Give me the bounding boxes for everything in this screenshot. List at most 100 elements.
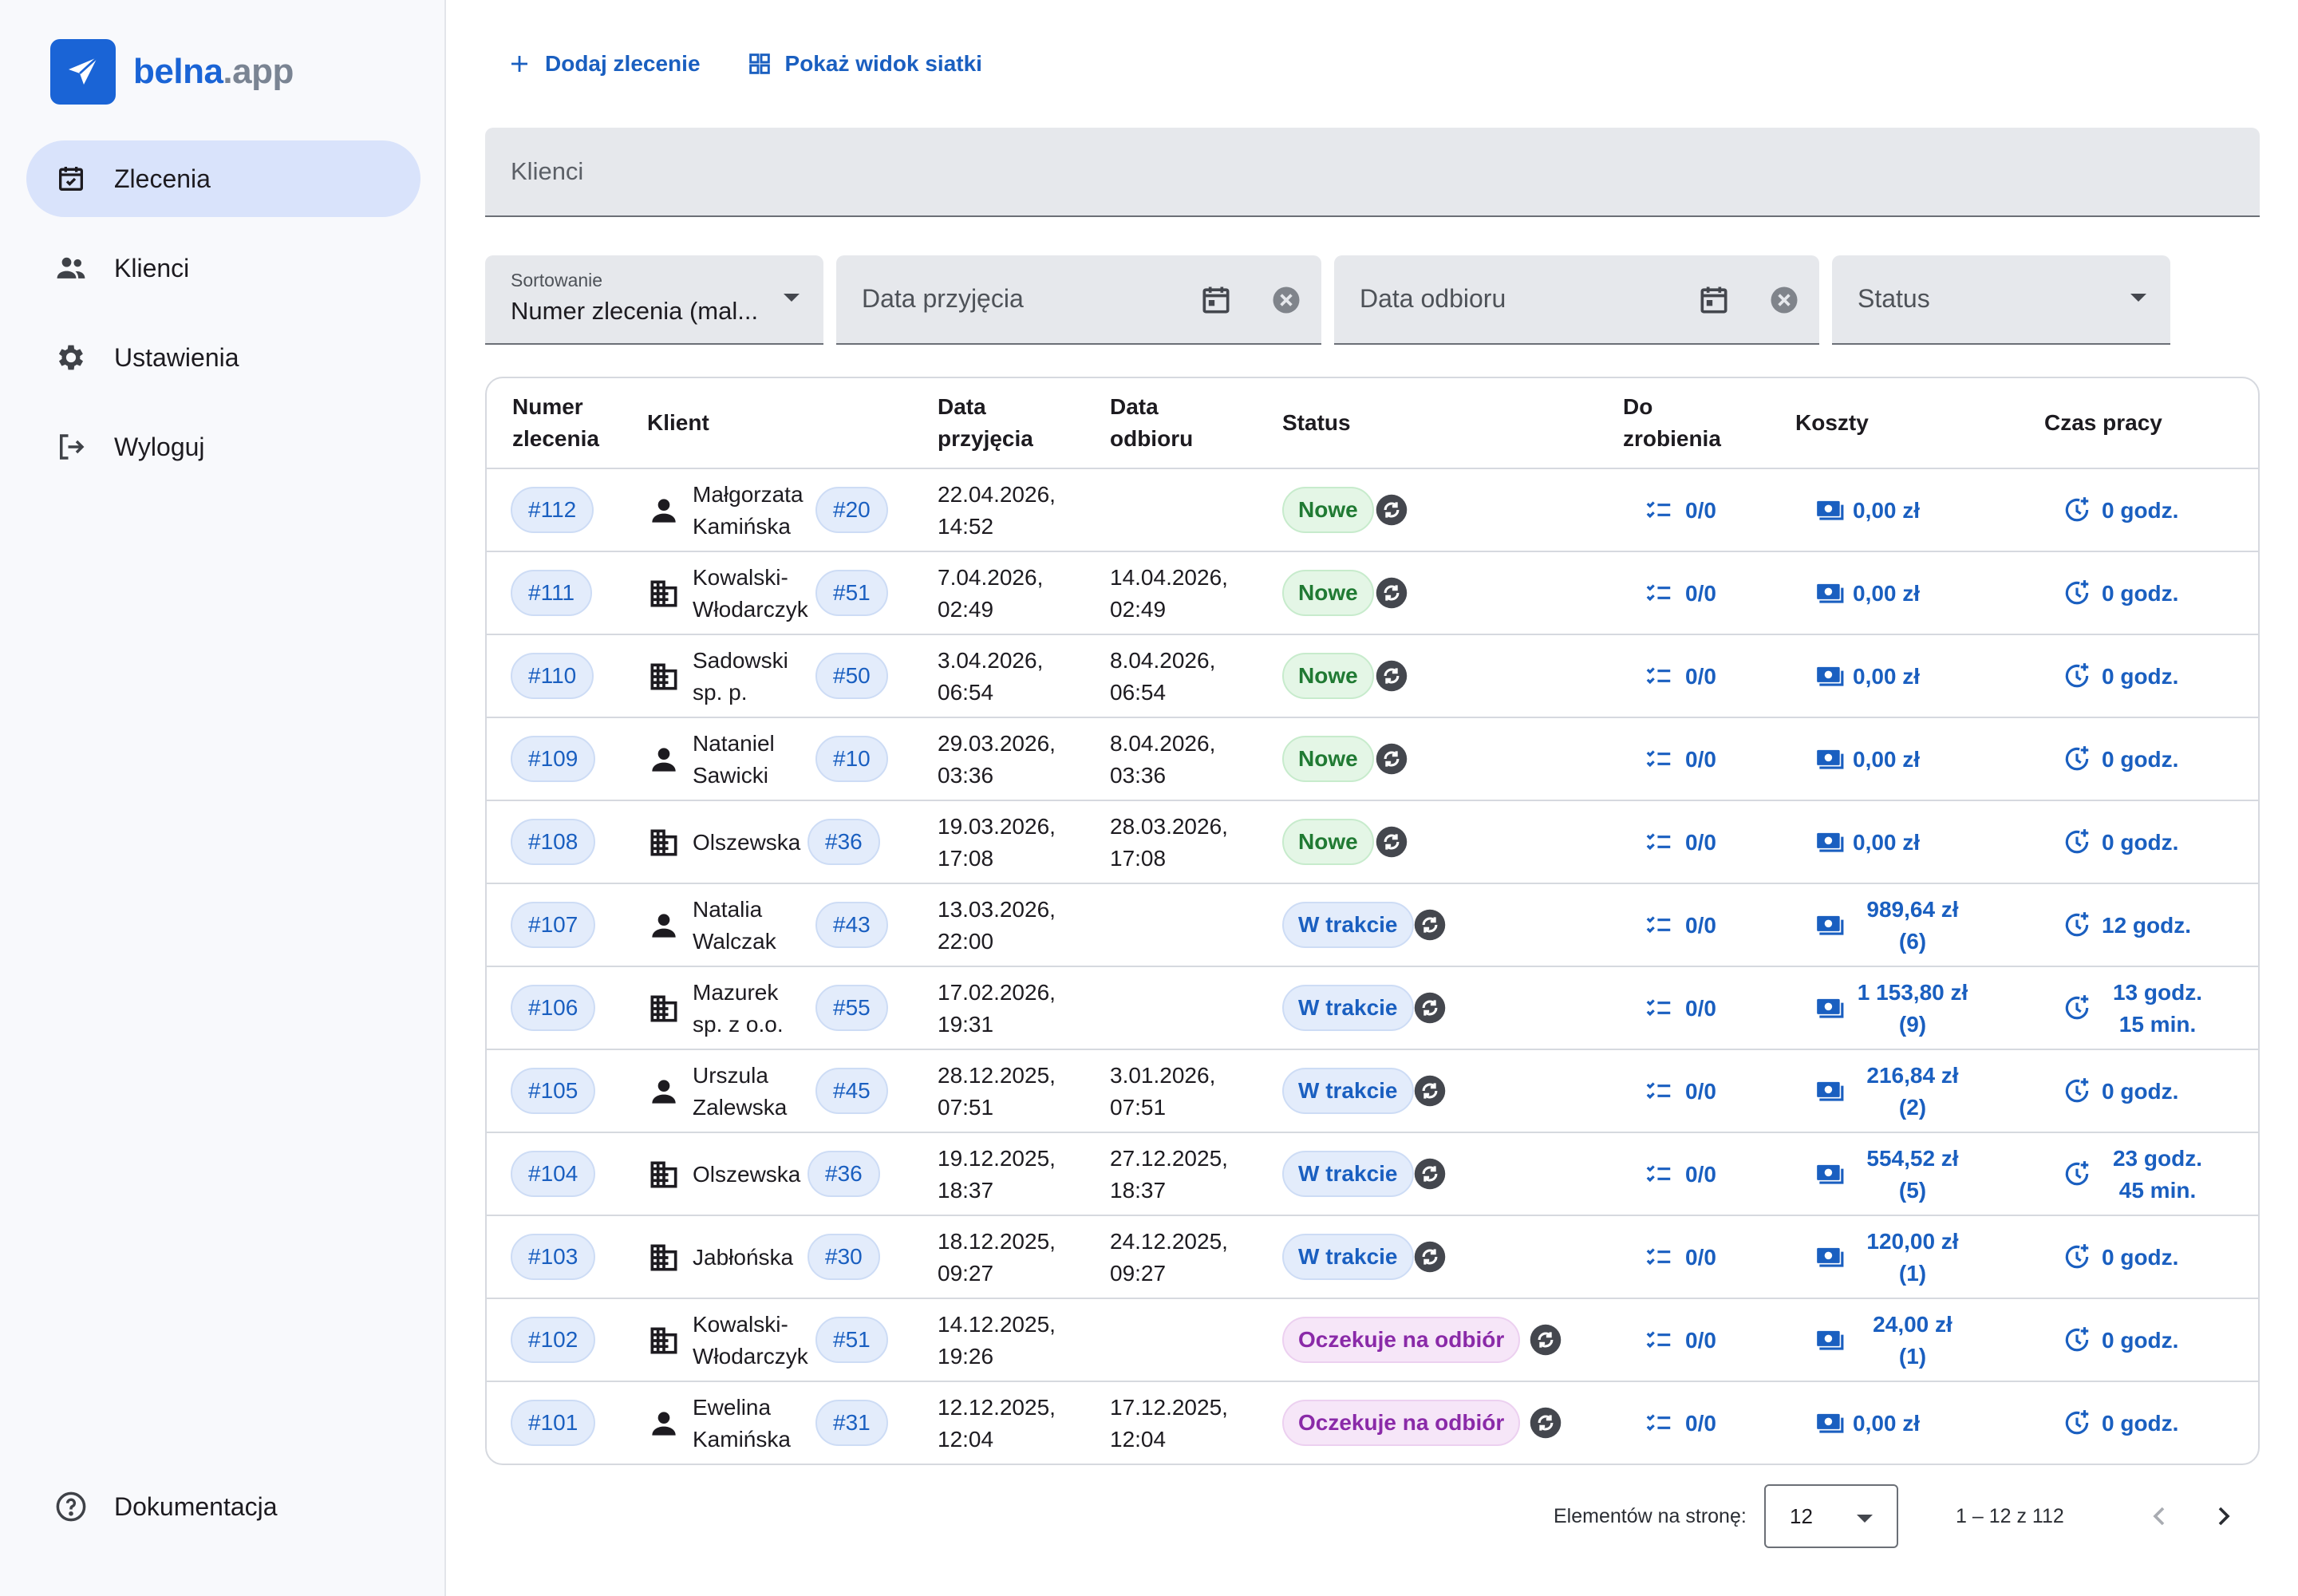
client-id-chip[interactable]: #51 bbox=[815, 1317, 888, 1363]
logo[interactable]: belna.app bbox=[50, 39, 294, 105]
work-time-value[interactable]: 0 godz. bbox=[2102, 498, 2179, 523]
client-name[interactable]: Sadowski sp. p. bbox=[693, 648, 788, 705]
previous-page-icon[interactable] bbox=[2143, 1500, 2175, 1532]
client-search-input[interactable]: Klienci bbox=[485, 128, 2260, 217]
client-id-chip[interactable]: #55 bbox=[815, 985, 888, 1031]
change-status-icon[interactable] bbox=[1529, 1406, 1562, 1440]
table-row[interactable]: #110 Sadowski sp. p. #50 3.04.2026, 06:54 8.04… bbox=[487, 635, 2258, 718]
calendar-icon[interactable] bbox=[1198, 282, 1234, 318]
table-row[interactable]: #105 Urszula Zalewska #45 28.12.2025, 07:51 3.… bbox=[487, 1050, 2258, 1133]
work-time-value[interactable]: 0 godz. bbox=[2102, 1245, 2179, 1270]
todo-count[interactable]: 0/0 bbox=[1685, 498, 1716, 523]
client-name[interactable]: Mazurek sp. z o.o. bbox=[693, 980, 784, 1037]
client-id-chip[interactable]: #20 bbox=[815, 487, 888, 533]
table-row[interactable]: #109 Nataniel Sawicki #10 29.03.2026, 03:36 8.… bbox=[487, 718, 2258, 801]
header-number[interactable]: Numer zlecenia bbox=[512, 394, 599, 451]
client-id-chip[interactable]: #10 bbox=[815, 736, 888, 782]
add-order-button[interactable]: Dodaj zlecenie bbox=[505, 49, 701, 78]
work-time-value[interactable]: 0 godz. bbox=[2102, 830, 2179, 855]
todo-count[interactable]: 0/0 bbox=[1685, 1245, 1716, 1270]
order-number-chip[interactable]: #110 bbox=[511, 653, 594, 699]
client-name[interactable]: Jabłońska bbox=[693, 1245, 794, 1270]
change-status-icon[interactable] bbox=[1375, 659, 1408, 693]
status-badge[interactable]: W trakcie bbox=[1282, 985, 1414, 1031]
work-time-value[interactable]: 0 godz. bbox=[2102, 581, 2179, 606]
status-badge[interactable]: Nowe bbox=[1282, 653, 1374, 699]
status-badge[interactable]: Nowe bbox=[1282, 819, 1374, 865]
change-status-icon[interactable] bbox=[1413, 908, 1447, 942]
todo-count[interactable]: 0/0 bbox=[1685, 747, 1716, 772]
order-number-chip[interactable]: #109 bbox=[511, 736, 596, 782]
order-number-chip[interactable]: #107 bbox=[511, 902, 596, 948]
status-badge[interactable]: W trakcie bbox=[1282, 1068, 1414, 1114]
date-in-field[interactable]: Data przyjęcia bbox=[836, 255, 1321, 345]
nav-item-wyloguj[interactable]: Wyloguj bbox=[26, 409, 421, 485]
date-out-field[interactable]: Data odbioru bbox=[1334, 255, 1819, 345]
client-name[interactable]: Małgorzata Kamińska bbox=[693, 482, 804, 539]
work-time-value[interactable]: 13 godz. 15 min. bbox=[2112, 980, 2202, 1037]
change-status-icon[interactable] bbox=[1375, 493, 1408, 527]
order-number-chip[interactable]: #106 bbox=[511, 985, 596, 1031]
calendar-icon[interactable] bbox=[1696, 282, 1731, 318]
work-time-value[interactable]: 12 godz. bbox=[2102, 913, 2192, 938]
next-page-icon[interactable] bbox=[2208, 1500, 2240, 1532]
table-row[interactable]: #101 Ewelina Kamińska #31 12.12.2025, 12:04 17… bbox=[487, 1382, 2258, 1464]
order-number-chip[interactable]: #112 bbox=[511, 487, 594, 533]
status-select[interactable]: Status bbox=[1832, 255, 2170, 345]
order-number-chip[interactable]: #102 bbox=[511, 1317, 596, 1363]
work-time-value[interactable]: 0 godz. bbox=[2102, 664, 2179, 689]
table-row[interactable]: #102 Kowalski- Włodarczyk #51 14.12.2025, 19:… bbox=[487, 1299, 2258, 1382]
status-badge[interactable]: Oczekuje na odbiór bbox=[1282, 1317, 1521, 1363]
cost-value[interactable]: 989,64 zł (6) bbox=[1866, 897, 1959, 954]
cost-value[interactable]: 0,00 zł bbox=[1853, 830, 1921, 855]
todo-count[interactable]: 0/0 bbox=[1685, 1162, 1716, 1187]
client-id-chip[interactable]: #51 bbox=[815, 570, 888, 616]
status-badge[interactable]: W trakcie bbox=[1282, 1151, 1414, 1197]
cost-value[interactable]: 120,00 zł (1) bbox=[1866, 1229, 1959, 1286]
table-row[interactable]: #112 Małgorzata Kamińska #20 22.04.2026, 14:5… bbox=[487, 469, 2258, 552]
change-status-icon[interactable] bbox=[1529, 1323, 1562, 1357]
cost-value[interactable]: 0,00 zł bbox=[1853, 747, 1921, 772]
todo-count[interactable]: 0/0 bbox=[1685, 1411, 1716, 1436]
todo-count[interactable]: 0/0 bbox=[1685, 664, 1716, 689]
change-status-icon[interactable] bbox=[1413, 1157, 1447, 1191]
order-number-chip[interactable]: #108 bbox=[511, 819, 596, 865]
change-status-icon[interactable] bbox=[1413, 1240, 1447, 1274]
client-name[interactable]: Urszula Zalewska bbox=[693, 1063, 788, 1120]
work-time-value[interactable]: 0 godz. bbox=[2102, 1079, 2179, 1104]
header-todo[interactable]: Do zrobienia bbox=[1623, 394, 1721, 451]
cost-value[interactable]: 24,00 zł (1) bbox=[1873, 1312, 1953, 1369]
table-row[interactable]: #103 Jabłońska #30 18.12.2025, 09:27 24.12.20… bbox=[487, 1216, 2258, 1299]
work-time-value[interactable]: 0 godz. bbox=[2102, 1411, 2179, 1436]
per-page-select[interactable]: 12 bbox=[1764, 1484, 1898, 1548]
order-number-chip[interactable]: #104 bbox=[511, 1151, 596, 1197]
nav-item-dokumentacja[interactable]: Dokumentacja bbox=[26, 1468, 421, 1545]
client-id-chip[interactable]: #31 bbox=[815, 1400, 888, 1446]
table-row[interactable]: #106 Mazurek sp. z o.o. #55 17.02.2026, 19:31… bbox=[487, 967, 2258, 1050]
order-number-chip[interactable]: #103 bbox=[511, 1234, 596, 1280]
client-id-chip[interactable]: #43 bbox=[815, 902, 888, 948]
change-status-icon[interactable] bbox=[1375, 742, 1408, 776]
client-name[interactable]: Nataniel Sawicki bbox=[693, 731, 775, 788]
client-id-chip[interactable]: #30 bbox=[807, 1234, 880, 1280]
table-row[interactable]: #108 Olszewska #36 19.03.2026, 17:08 28.03.20… bbox=[487, 801, 2258, 884]
change-status-icon[interactable] bbox=[1413, 1074, 1447, 1108]
client-name[interactable]: Kowalski- Włodarczyk bbox=[693, 1312, 808, 1369]
grid-view-button[interactable]: Pokaż widok siatki bbox=[745, 49, 982, 78]
change-status-icon[interactable] bbox=[1375, 825, 1408, 859]
change-status-icon[interactable] bbox=[1413, 991, 1447, 1025]
status-badge[interactable]: Nowe bbox=[1282, 487, 1374, 533]
todo-count[interactable]: 0/0 bbox=[1685, 996, 1716, 1021]
table-row[interactable]: #111 Kowalski- Włodarczyk #51 7.04.2026, 02:4… bbox=[487, 552, 2258, 635]
cost-value[interactable]: 216,84 zł (2) bbox=[1866, 1063, 1959, 1120]
table-row[interactable]: #104 Olszewska #36 19.12.2025, 18:37 27.12.20… bbox=[487, 1133, 2258, 1216]
clear-icon[interactable] bbox=[1767, 282, 1802, 318]
work-time-value[interactable]: 0 godz. bbox=[2102, 1328, 2179, 1353]
status-badge[interactable]: Nowe bbox=[1282, 570, 1374, 616]
status-badge[interactable]: W trakcie bbox=[1282, 902, 1414, 948]
header-client[interactable]: Klient bbox=[647, 410, 709, 435]
order-number-chip[interactable]: #101 bbox=[511, 1400, 596, 1446]
work-time-value[interactable]: 23 godz. 45 min. bbox=[2112, 1146, 2202, 1203]
client-id-chip[interactable]: #45 bbox=[815, 1068, 888, 1114]
cost-value[interactable]: 0,00 zł bbox=[1853, 581, 1921, 606]
